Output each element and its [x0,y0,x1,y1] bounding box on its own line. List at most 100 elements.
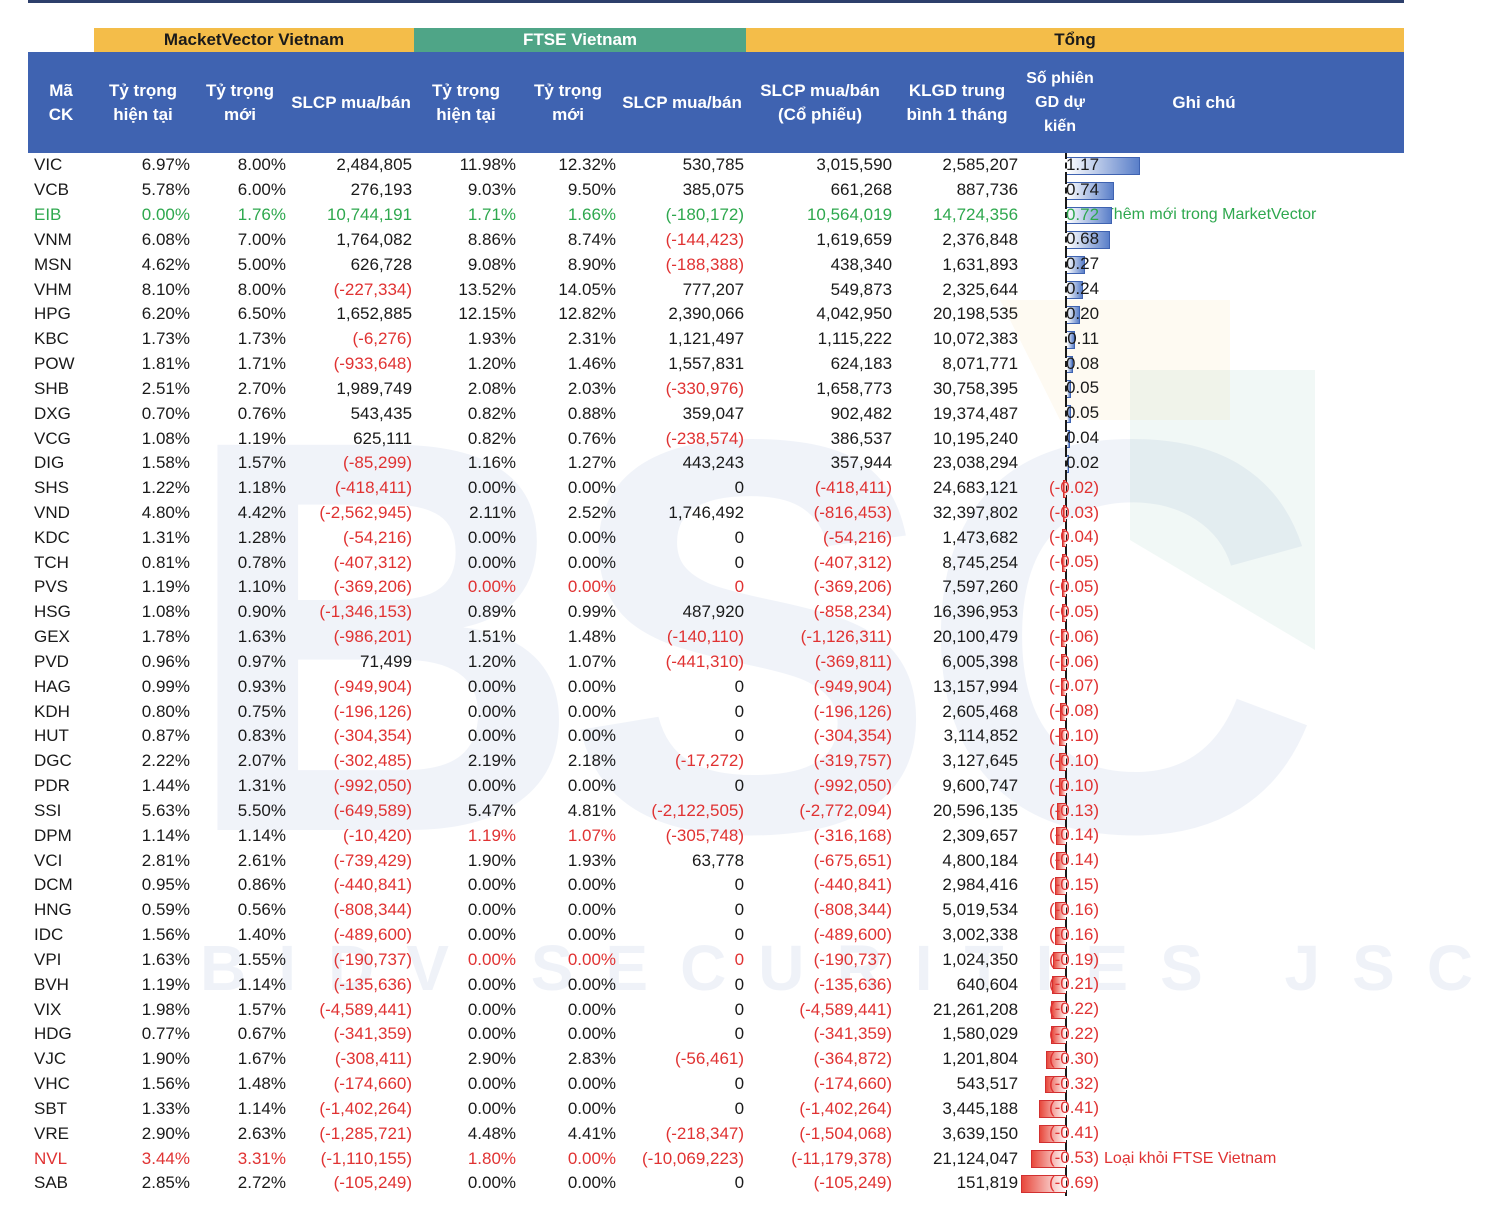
cell-sessions: (-0.06) [1020,624,1100,650]
session-bar [1056,852,1067,871]
cell-sessions: (-0.08) [1020,699,1100,725]
cell-mv-shares: (-1,402,264) [319,1098,413,1118]
cell-mv-current: 3.44% [141,1148,190,1168]
cell-code: GEX [34,627,70,647]
col-note: Ghi chú [1100,52,1405,153]
session-bar [1038,1125,1067,1144]
cell-code: SAB [34,1173,69,1193]
cell-sessions: (-0.03) [1020,500,1100,526]
cell-total-shares: (-407,312) [813,552,893,572]
cell-ftse-shares: 63,778 [692,850,745,870]
table-row: MSN 4.62% 5.00% 626,728 9.08% 8.90% (-188,388)… [28,252,1404,278]
cell-mv-current: 4.80% [141,503,190,522]
cell-ftse-new: 1.48% [567,627,617,647]
cell-avg-volume: 1,473,682 [942,527,1019,547]
table-row: DPM 1.14% 1.14% (-10,420) 1.19% 1.07% (-305,74… [28,823,1404,849]
table-row: POW 1.81% 1.71% (-933,648) 1.20% 1.46% 1,557,8… [28,351,1404,377]
zero-axis-line [1065,1046,1068,1072]
session-bar [1067,256,1085,275]
cell-mv-shares: 625,111 [353,428,413,448]
cell-note [1100,1171,1404,1196]
cell-mv-new: 4.42% [237,503,286,522]
cell-mv-current: 2.51% [141,378,190,398]
cell-ftse-current: 0.82% [467,403,517,423]
cell-ftse-new: 0.00% [567,676,617,696]
cell-mv-current: 1.19% [141,577,190,597]
cell-code: HSG [34,602,71,622]
cell-mv-new: 2.63% [237,1123,286,1143]
cell-mv-shares: (-105,249) [333,1173,413,1193]
cell-ftse-shares: (-144,423) [665,229,745,249]
cell-mv-new: 1.73% [237,329,286,349]
cell-ftse-new: 1.07% [567,651,617,671]
cell-note [1100,650,1404,675]
session-value: (-0.04) [1048,527,1100,547]
session-bar [1059,703,1067,722]
cell-mv-new: 1.48% [237,1074,286,1094]
cell-avg-volume: 10,072,383 [932,329,1019,349]
session-value: 0.05 [1065,378,1100,398]
cell-mv-new: 7.00% [237,229,286,249]
table-row: SBT 1.33% 1.14% (-1,402,264) 0.00% 0.00% 0 (-1,… [28,1096,1404,1122]
session-bar [1067,305,1081,324]
cell-mv-shares: (-933,648) [333,354,413,374]
cell-total-shares: (-135,636) [813,974,893,994]
table-row: VCB 5.78% 6.00% 276,193 9.03% 9.50% 385,075 661… [28,177,1404,203]
cell-sessions: (-0.19) [1020,947,1100,973]
cell-sessions: (-0.41) [1020,1121,1100,1147]
cell-ftse-current: 1.93% [467,329,517,349]
session-value: (-0.06) [1048,626,1100,646]
cell-mv-current: 1.90% [141,1049,190,1069]
cell-total-shares: (-949,904) [813,676,893,696]
table-row: SHS 1.22% 1.18% (-418,411) 0.00% 0.00% 0 (-418,… [28,475,1404,501]
table-row: KDC 1.31% 1.28% (-54,216) 0.00% 0.00% 0 (-54,21… [28,525,1404,551]
cell-mv-current: 0.81% [141,552,190,572]
cell-note [1100,972,1404,997]
cell-ftse-new: 0.00% [567,776,617,796]
zero-axis-line [1065,550,1068,576]
cell-avg-volume: 543,517 [956,1074,1019,1094]
cell-ftse-shares: 0 [734,974,745,994]
cell-mv-shares: (-10,420) [343,825,413,845]
cell-total-shares: (-816,453) [813,503,893,522]
cell-total-shares: 386,537 [830,428,893,448]
session-bar [1067,355,1073,374]
cell-sessions: (-0.10) [1020,748,1100,774]
cell-avg-volume: 21,261,208 [932,999,1019,1019]
cell-ftse-new: 0.00% [567,726,617,746]
cell-mv-new: 1.14% [237,1098,286,1118]
table-row: IDC 1.56% 1.40% (-489,600) 0.00% 0.00% 0 (-489,… [28,922,1404,948]
cell-mv-shares: 1,764,082 [336,229,413,249]
cell-note [1100,799,1404,824]
session-bar [1051,1001,1067,1019]
session-value: 0.11 [1067,328,1100,348]
cell-mv-new: 1.67% [237,1049,286,1069]
cell-ftse-current: 2.19% [467,751,517,771]
cell-sessions: (-0.30) [1020,1046,1100,1072]
cell-ftse-shares: 1,557,831 [668,354,745,374]
table-row: VPI 1.63% 1.55% (-190,737) 0.00% 0.00% 0 (-190,… [28,947,1404,973]
table-row: PVS 1.19% 1.10% (-369,206) 0.00% 0.00% 0 (-369,… [28,575,1404,600]
cell-ftse-current: 12.15% [458,304,517,324]
table-row: BVH 1.19% 1.14% (-135,636) 0.00% 0.00% 0 (-135,… [28,972,1404,998]
cell-total-shares: 902,482 [830,403,893,423]
cell-mv-current: 1.08% [141,428,190,448]
cell-note [1100,277,1404,302]
zero-axis-line [1065,1121,1068,1147]
table-row: HSG 1.08% 0.90% (-1,346,153) 0.89% 0.99% 487,9… [28,599,1404,625]
cell-ftse-new: 0.00% [567,701,617,721]
cell-total-shares: (-675,651) [813,850,893,870]
cell-ftse-shares: (-238,574) [665,428,745,448]
table-row: DIG 1.58% 1.57% (-85,299) 1.16% 1.27% 443,243 3… [28,450,1404,476]
cell-mv-current: 0.70% [141,403,190,423]
cell-ftse-current: 13.52% [458,279,517,299]
table-row: GEX 1.78% 1.63% (-986,201) 1.51% 1.48% (-140,1… [28,624,1404,650]
session-bar [1038,1100,1067,1119]
cell-mv-shares: 1,652,885 [336,304,413,324]
cell-code: KDH [34,701,70,721]
table-body: VIC 6.97% 8.00% 2,484,805 11.98% 12.32% 530,78… [28,153,1404,1196]
cell-mv-current: 0.77% [141,1024,190,1044]
session-value: (-0.05) [1048,552,1100,572]
zero-axis-line [1065,1096,1068,1122]
cell-avg-volume: 16,396,953 [932,602,1019,622]
